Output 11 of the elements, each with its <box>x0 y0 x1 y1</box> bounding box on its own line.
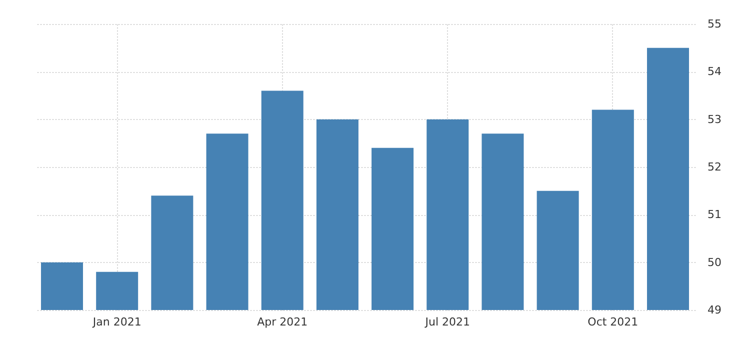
x-tick-label: Jan 2021 <box>92 316 142 328</box>
y-tick-label: 54 <box>708 65 722 78</box>
x-tick-label: Apr 2021 <box>257 316 308 328</box>
y-tick-label: 53 <box>708 112 722 126</box>
y-tick-label: 51 <box>708 208 722 222</box>
y-tick-label: 49 <box>708 304 722 316</box>
x-tick-label: Jul 2021 <box>424 316 470 328</box>
y-tick-label: 55 <box>708 18 722 30</box>
x-tick-label: Oct 2021 <box>588 316 638 328</box>
y-tick-label: 50 <box>708 256 722 269</box>
y-tick-label: 52 <box>708 160 722 174</box>
